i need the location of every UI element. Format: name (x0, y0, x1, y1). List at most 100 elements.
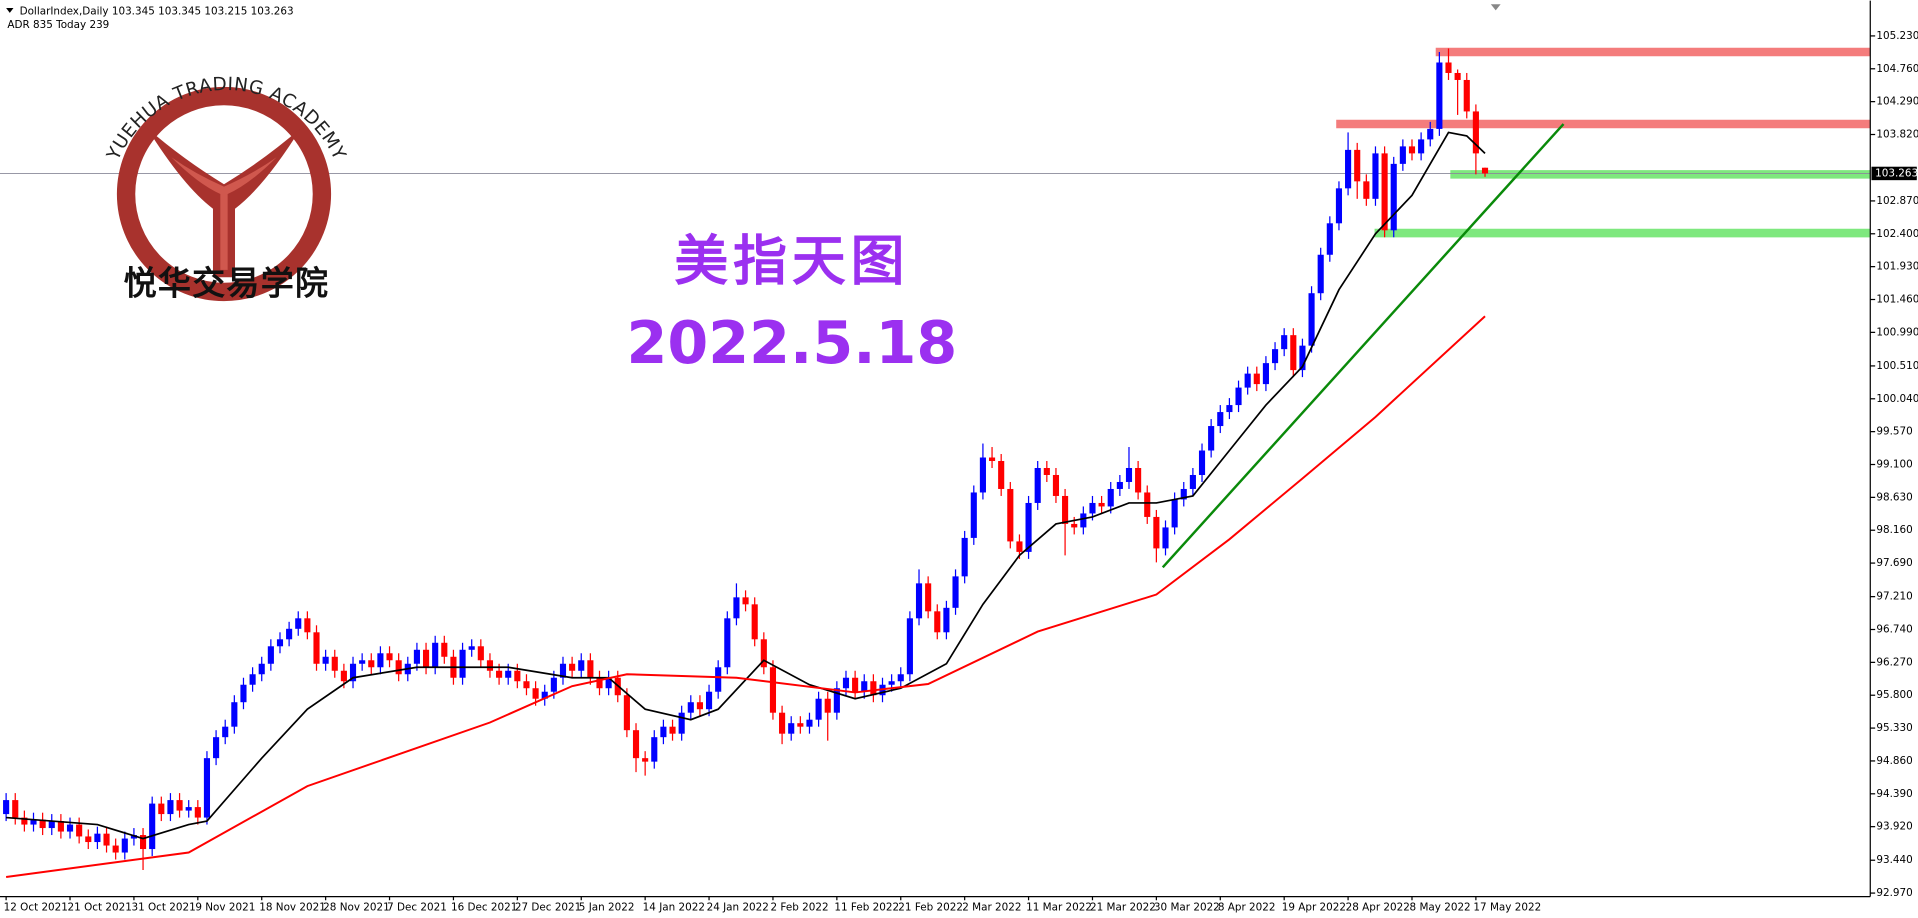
candle-body (970, 492, 977, 538)
x-tick-label: 17 May 2022 (1473, 902, 1541, 914)
candle-body (1427, 128, 1434, 140)
candle-body (1317, 254, 1324, 294)
x-tick-label: 9 Nov 2021 (195, 902, 255, 914)
candle-body (459, 649, 466, 678)
candle-body (1135, 467, 1142, 493)
candle-body (1381, 153, 1388, 231)
candle-body (3, 800, 10, 815)
candle-body (486, 660, 494, 671)
candle-body (1080, 513, 1087, 528)
candle-body (39, 819, 46, 829)
candle-body (322, 656, 329, 664)
y-tick-label: 104.290 (1876, 96, 1918, 108)
candle-body (1034, 467, 1041, 503)
candle-body (660, 726, 667, 738)
candle-body (769, 667, 777, 713)
candle-body (1062, 495, 1069, 524)
candle-body (413, 649, 420, 664)
candle-body (532, 688, 539, 699)
candle-body (422, 649, 430, 668)
candle-body (468, 646, 475, 650)
candle-body (861, 681, 868, 692)
last-price-box (1871, 166, 1917, 181)
candle-body (788, 723, 795, 734)
candle-body (103, 833, 110, 846)
y-tick-label: 105.230 (1876, 30, 1918, 42)
candle-body (1007, 488, 1014, 542)
y-tick-label: 100.510 (1876, 360, 1918, 372)
x-tick-label: 11 Feb 2022 (834, 902, 899, 914)
candle-body (1107, 488, 1114, 507)
plot (0, 47, 1871, 878)
candle-body (1372, 153, 1379, 199)
candle-body (833, 688, 840, 713)
candle-body (523, 681, 530, 689)
candle-body (30, 819, 37, 825)
y-tick-label: 101.930 (1876, 261, 1918, 273)
x-tick-label: 2 Mar 2022 (962, 902, 1021, 914)
candle-body (1208, 426, 1215, 451)
candle-body (1198, 450, 1206, 475)
y-tick-label: 98.160 (1876, 524, 1912, 536)
candle-body (1281, 335, 1288, 350)
y-tick-label: 101.460 (1876, 294, 1918, 306)
candle-body (979, 457, 986, 493)
candle-body (1335, 188, 1343, 224)
candle-body (1171, 499, 1178, 528)
candle-body (231, 702, 238, 727)
candle-body (94, 833, 101, 843)
y-tick-label: 104.760 (1876, 63, 1918, 75)
candle-body (48, 821, 55, 829)
candle-body (651, 737, 658, 762)
candle-body (331, 656, 338, 671)
candle-body (1180, 488, 1187, 500)
last-price-label: 103.263 (1875, 167, 1918, 179)
candle-body (1308, 293, 1315, 346)
x-tick-label: 8 Apr 2022 (1218, 902, 1276, 914)
candle-body (541, 691, 548, 699)
y-tick-label: 92.970 (1876, 887, 1912, 899)
candle-body (1071, 523, 1078, 528)
candle-body (21, 817, 28, 825)
y-tick-label: 97.690 (1876, 557, 1912, 569)
x-tick-label: 14 Jan 2022 (643, 902, 705, 914)
y-tick-label: 97.210 (1876, 591, 1912, 603)
x-tick-label: 7 Dec 2021 (387, 902, 447, 914)
y-tick-label: 102.400 (1876, 228, 1918, 240)
candle-body (203, 758, 211, 818)
x-tick-label: 18 Nov 2021 (259, 902, 326, 914)
candle-body (1025, 502, 1032, 552)
candle-body (824, 698, 831, 713)
x-tick-label: 2 Feb 2022 (771, 902, 829, 914)
y-tick-label: 96.740 (1876, 624, 1912, 636)
candle-body (998, 461, 1005, 489)
candle-body (1326, 223, 1333, 255)
candle-body (149, 803, 156, 850)
candle-body (505, 670, 512, 678)
y-tick-label: 96.270 (1876, 656, 1912, 668)
x-tick-label: 5 Jan 2022 (579, 902, 635, 914)
candle-body (267, 646, 274, 664)
candle-body (1472, 111, 1479, 154)
candle-body (897, 674, 904, 682)
candle-body (852, 677, 859, 692)
y-tick-label: 100.040 (1876, 393, 1918, 405)
candle-body (696, 702, 703, 710)
x-tick-label: 31 Oct 2021 (131, 902, 195, 914)
candle-body (751, 604, 758, 640)
y-tick-label: 93.920 (1876, 821, 1912, 833)
candle-body (687, 702, 694, 713)
candle-body (1244, 373, 1251, 388)
y-tick-label: 100.990 (1876, 326, 1918, 338)
candle-body (1116, 481, 1123, 489)
candle-body (304, 618, 311, 633)
candle-body (1125, 467, 1133, 482)
candle-body (313, 632, 320, 664)
candle-body (815, 698, 822, 720)
candle-body (167, 800, 174, 815)
candle-body (340, 670, 347, 682)
x-tick-label: 21 Mar 2022 (1090, 902, 1156, 914)
candle-body (1262, 363, 1269, 385)
